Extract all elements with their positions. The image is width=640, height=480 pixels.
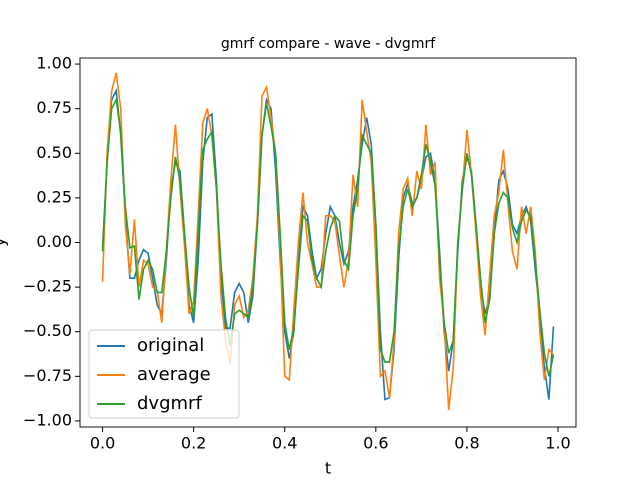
y-tick-label: 0.25 <box>36 187 72 206</box>
x-tick-label: 0.6 <box>363 434 388 453</box>
series-line <box>101 72 555 411</box>
y-tick-label: 1.00 <box>36 54 72 73</box>
legend-box <box>88 329 240 419</box>
y-tick-label: −1.00 <box>23 410 72 429</box>
legend-label: average <box>137 364 211 385</box>
y-tick-label: 0.50 <box>36 143 72 162</box>
y-tick-label: −0.75 <box>23 366 72 385</box>
axes-frame <box>79 57 577 428</box>
y-tick-label: 0.00 <box>36 232 72 251</box>
x-tick-label: 0.8 <box>454 434 479 453</box>
x-axis-label: t <box>325 459 331 478</box>
y-tick-label: −0.50 <box>23 321 72 340</box>
x-tick-label: 0.4 <box>272 434 297 453</box>
y-tick-label: 0.75 <box>36 98 72 117</box>
y-tick-label: −0.25 <box>23 277 72 296</box>
series-line <box>101 97 555 377</box>
x-tick-label: 0.0 <box>90 434 115 453</box>
chart-title: gmrf compare - wave - dvgmrf <box>221 36 436 52</box>
legend-label: original <box>137 335 204 356</box>
x-tick-label: 1.0 <box>545 434 570 453</box>
y-axis-label: y <box>0 237 9 246</box>
legend-label: dvgmrf <box>137 393 202 414</box>
x-tick-label: 0.2 <box>181 434 206 453</box>
